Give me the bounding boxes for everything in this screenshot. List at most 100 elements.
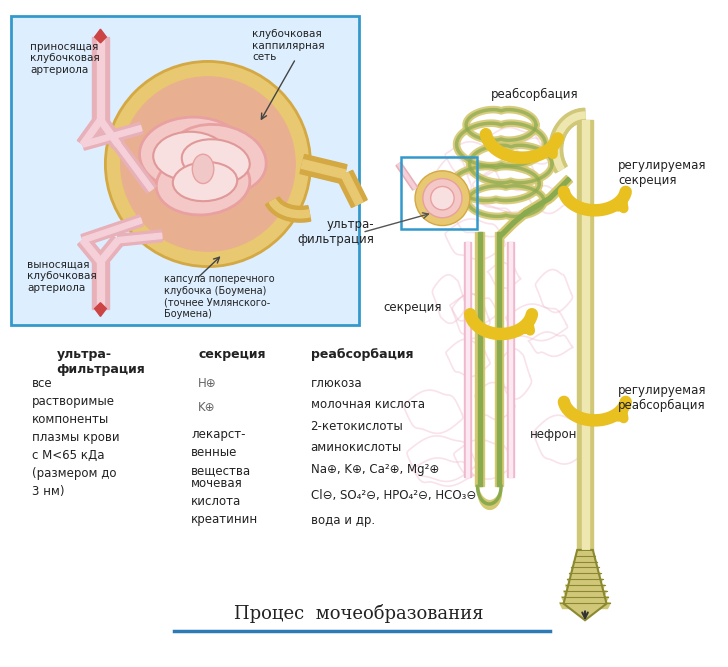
Polygon shape bbox=[278, 203, 288, 218]
Ellipse shape bbox=[192, 154, 214, 183]
Text: креатинин: креатинин bbox=[191, 513, 258, 526]
Polygon shape bbox=[272, 201, 278, 207]
Polygon shape bbox=[578, 113, 581, 119]
Polygon shape bbox=[574, 562, 597, 568]
Ellipse shape bbox=[182, 139, 250, 183]
Polygon shape bbox=[77, 116, 106, 149]
Text: мочевая
кислота: мочевая кислота bbox=[191, 477, 243, 508]
Polygon shape bbox=[466, 242, 470, 477]
Polygon shape bbox=[555, 135, 561, 139]
Polygon shape bbox=[269, 199, 277, 204]
Polygon shape bbox=[566, 114, 574, 126]
Polygon shape bbox=[555, 133, 561, 137]
Polygon shape bbox=[558, 121, 569, 131]
Polygon shape bbox=[555, 125, 568, 133]
Polygon shape bbox=[555, 164, 567, 173]
Text: вода и др.: вода и др. bbox=[311, 514, 375, 527]
Polygon shape bbox=[270, 200, 277, 206]
Circle shape bbox=[431, 187, 454, 210]
Polygon shape bbox=[549, 153, 563, 156]
Polygon shape bbox=[290, 209, 293, 217]
Circle shape bbox=[415, 171, 470, 225]
Ellipse shape bbox=[157, 152, 250, 215]
Polygon shape bbox=[553, 157, 560, 160]
Polygon shape bbox=[553, 145, 559, 148]
Polygon shape bbox=[558, 166, 564, 171]
Polygon shape bbox=[555, 161, 561, 165]
Polygon shape bbox=[95, 236, 123, 266]
Polygon shape bbox=[581, 109, 584, 122]
Ellipse shape bbox=[173, 162, 237, 201]
Polygon shape bbox=[577, 550, 593, 556]
Text: секреция: секреция bbox=[198, 348, 266, 361]
Polygon shape bbox=[566, 585, 604, 591]
Polygon shape bbox=[267, 198, 281, 208]
Polygon shape bbox=[553, 128, 566, 136]
Polygon shape bbox=[563, 550, 606, 620]
Polygon shape bbox=[556, 163, 562, 167]
Text: ультра-
фильтрация: ультра- фильтрация bbox=[57, 348, 146, 376]
Polygon shape bbox=[341, 173, 363, 205]
Polygon shape bbox=[82, 125, 142, 147]
Polygon shape bbox=[566, 118, 571, 124]
Polygon shape bbox=[571, 115, 575, 121]
Polygon shape bbox=[118, 233, 162, 243]
Polygon shape bbox=[95, 29, 106, 43]
Text: Cl⊖, SO₄²⊖, HPO₄²⊖, HCO₃⊖: Cl⊖, SO₄²⊖, HPO₄²⊖, HCO₃⊖ bbox=[311, 490, 476, 502]
Ellipse shape bbox=[169, 124, 266, 194]
Polygon shape bbox=[553, 149, 559, 151]
Text: выносящая
клубочковая
артериола: выносящая клубочковая артериола bbox=[27, 259, 97, 293]
Text: реабсорбация: реабсорбация bbox=[311, 348, 413, 361]
Polygon shape bbox=[306, 205, 311, 221]
Text: клубочковая
каппилярная
сеть: клубочковая каппилярная сеть bbox=[252, 29, 325, 63]
Polygon shape bbox=[464, 242, 471, 477]
Polygon shape bbox=[297, 211, 300, 218]
Polygon shape bbox=[571, 111, 578, 124]
Polygon shape bbox=[553, 141, 559, 144]
Polygon shape bbox=[78, 236, 106, 266]
Polygon shape bbox=[497, 232, 501, 486]
Polygon shape bbox=[583, 108, 585, 122]
Polygon shape bbox=[553, 163, 566, 171]
Text: глюкоза: глюкоза bbox=[311, 377, 362, 390]
Text: регулируемая
секреция: регулируемая секреция bbox=[618, 159, 707, 187]
Polygon shape bbox=[98, 118, 121, 146]
Polygon shape bbox=[563, 591, 606, 597]
Polygon shape bbox=[573, 110, 579, 123]
Polygon shape bbox=[562, 122, 568, 127]
Polygon shape bbox=[511, 209, 529, 226]
Polygon shape bbox=[555, 132, 562, 136]
Polygon shape bbox=[277, 205, 282, 212]
Polygon shape bbox=[553, 151, 559, 153]
Polygon shape bbox=[554, 137, 561, 141]
Polygon shape bbox=[556, 123, 569, 132]
Polygon shape bbox=[281, 203, 289, 219]
Polygon shape bbox=[494, 232, 504, 486]
Polygon shape bbox=[554, 126, 567, 135]
Polygon shape bbox=[475, 232, 484, 486]
Polygon shape bbox=[337, 170, 367, 207]
Polygon shape bbox=[577, 120, 593, 550]
Polygon shape bbox=[285, 209, 289, 216]
Polygon shape bbox=[553, 155, 560, 158]
Polygon shape bbox=[554, 158, 561, 162]
Polygon shape bbox=[575, 556, 595, 562]
Polygon shape bbox=[553, 161, 566, 169]
Text: приносящая
клубочковая
артериола: приносящая клубочковая артериола bbox=[30, 42, 100, 75]
Polygon shape bbox=[97, 37, 104, 120]
Polygon shape bbox=[92, 261, 109, 309]
Polygon shape bbox=[553, 143, 559, 146]
Polygon shape bbox=[560, 125, 566, 130]
Polygon shape bbox=[548, 177, 571, 199]
Text: регулируемая
реабсорбация: регулируемая реабсорбация bbox=[618, 384, 707, 412]
Polygon shape bbox=[550, 154, 563, 159]
Polygon shape bbox=[282, 207, 288, 215]
Polygon shape bbox=[117, 230, 162, 246]
Polygon shape bbox=[553, 139, 560, 143]
Polygon shape bbox=[524, 197, 551, 215]
Text: K⊕: K⊕ bbox=[198, 402, 215, 414]
Polygon shape bbox=[97, 261, 104, 309]
Polygon shape bbox=[577, 109, 582, 123]
Polygon shape bbox=[302, 211, 305, 218]
Polygon shape bbox=[287, 209, 291, 217]
